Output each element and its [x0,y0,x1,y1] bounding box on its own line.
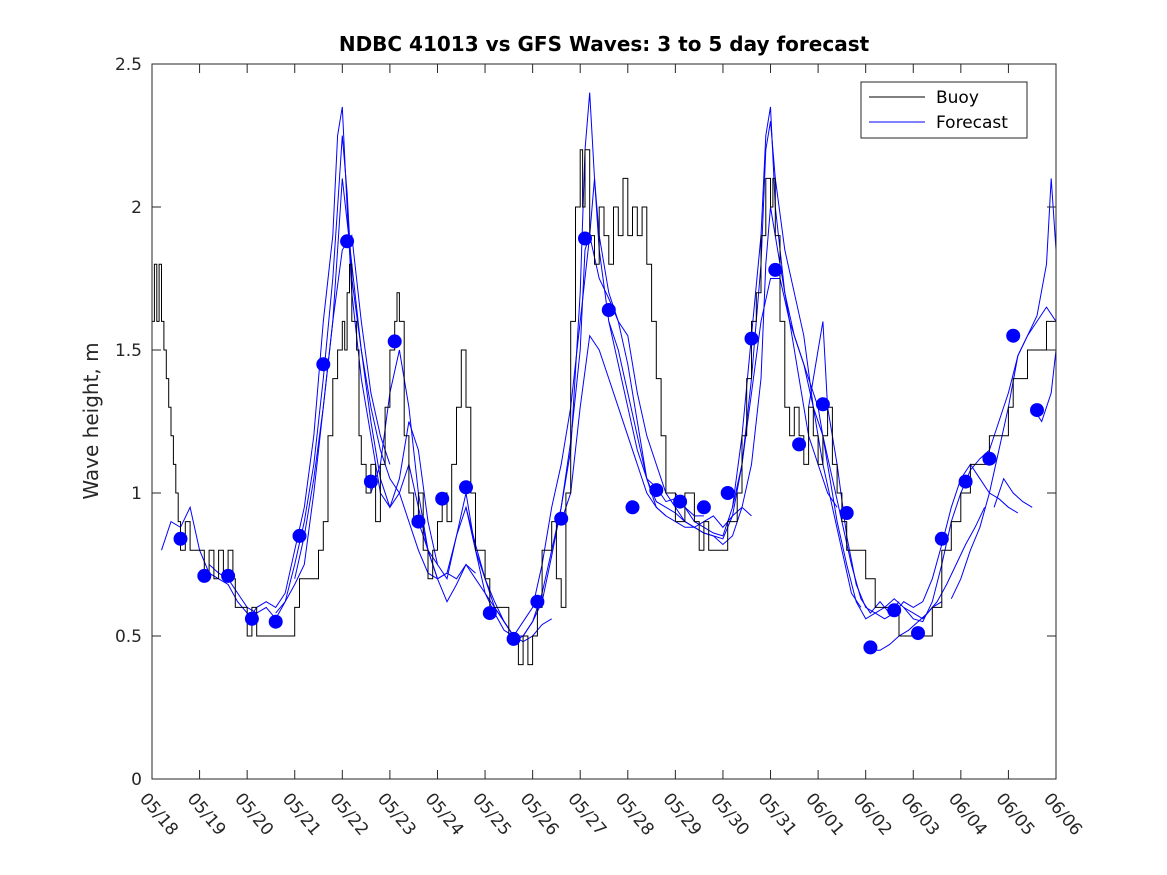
forecast-marker-9 [363,474,378,489]
forecast-marker-31 [887,603,902,618]
marker-layer [173,231,1044,655]
forecast-marker-24 [720,486,735,500]
series-layer [152,92,1057,666]
y-tick-label-3: 1.5 [115,341,142,361]
forecast-marker-28 [815,397,830,412]
chart-title: NDBC 41013 vs GFS Waves: 3 to 5 day fore… [339,32,870,56]
forecast-marker-2 [197,568,212,583]
forecast-line-3 [246,106,438,622]
forecast-line-19 [993,477,1033,508]
forecast-marker-3 [221,568,236,583]
y-axis-label: Wave height, m [79,342,103,499]
forecast-marker-7 [316,357,331,372]
forecast-line-2 [208,234,391,620]
y-tick-label-1: 0.5 [115,627,142,647]
y-tick-label-4: 2 [131,198,142,218]
forecast-marker-25 [744,331,759,346]
legend: Buoy Forecast [860,81,1028,139]
forecast-marker-27 [792,437,807,452]
forecast-line-14 [808,321,1019,620]
forecast-marker-17 [554,511,569,526]
forecast-line-13 [732,278,943,620]
forecast-marker-20 [625,500,640,515]
forecast-line-15 [870,507,986,651]
forecast-marker-21 [649,483,664,498]
forecast-marker-4 [244,611,259,626]
y-tick-label-5: 2.5 [115,55,142,75]
y-tick-label-2: 1 [131,484,142,504]
forecast-marker-32 [911,626,925,641]
plot-area [152,64,1056,779]
forecast-line-7 [417,178,667,637]
forecast-marker-11 [411,514,426,529]
forecast-marker-34 [958,474,973,489]
forecast-marker-13 [459,480,473,495]
y-tick-label-0: 0 [131,770,142,790]
forecast-marker-26 [768,262,783,277]
forecast-marker-35 [982,451,997,466]
forecast-line-9 [513,233,752,643]
forecast-marker-30 [863,640,878,655]
forecast-marker-37 [1030,403,1044,418]
forecast-marker-1 [173,531,188,546]
forecast-marker-8 [340,234,355,249]
legend-label-buoy: Buoy [936,88,979,108]
forecast-marker-10 [387,334,402,349]
forecast-marker-15 [506,631,521,646]
legend-label-forecast: Forecast [936,113,1008,133]
forecast-marker-16 [530,594,545,609]
forecast-marker-22 [673,494,688,509]
forecast-marker-14 [482,606,497,621]
forecast-line-16 [903,306,1057,623]
forecast-marker-36 [1006,328,1021,343]
forecast-marker-12 [435,491,450,506]
forecast-marker-29 [839,506,854,520]
forecast-marker-33 [934,531,949,546]
forecast-marker-5 [268,614,283,629]
forecast-marker-18 [578,231,592,246]
axes-box [151,63,1057,780]
forecast-line-6 [370,349,552,643]
forecast-marker-19 [601,303,616,317]
forecast-marker-6 [292,528,307,543]
legend-box [860,81,1028,139]
forecast-marker-23 [696,500,711,515]
